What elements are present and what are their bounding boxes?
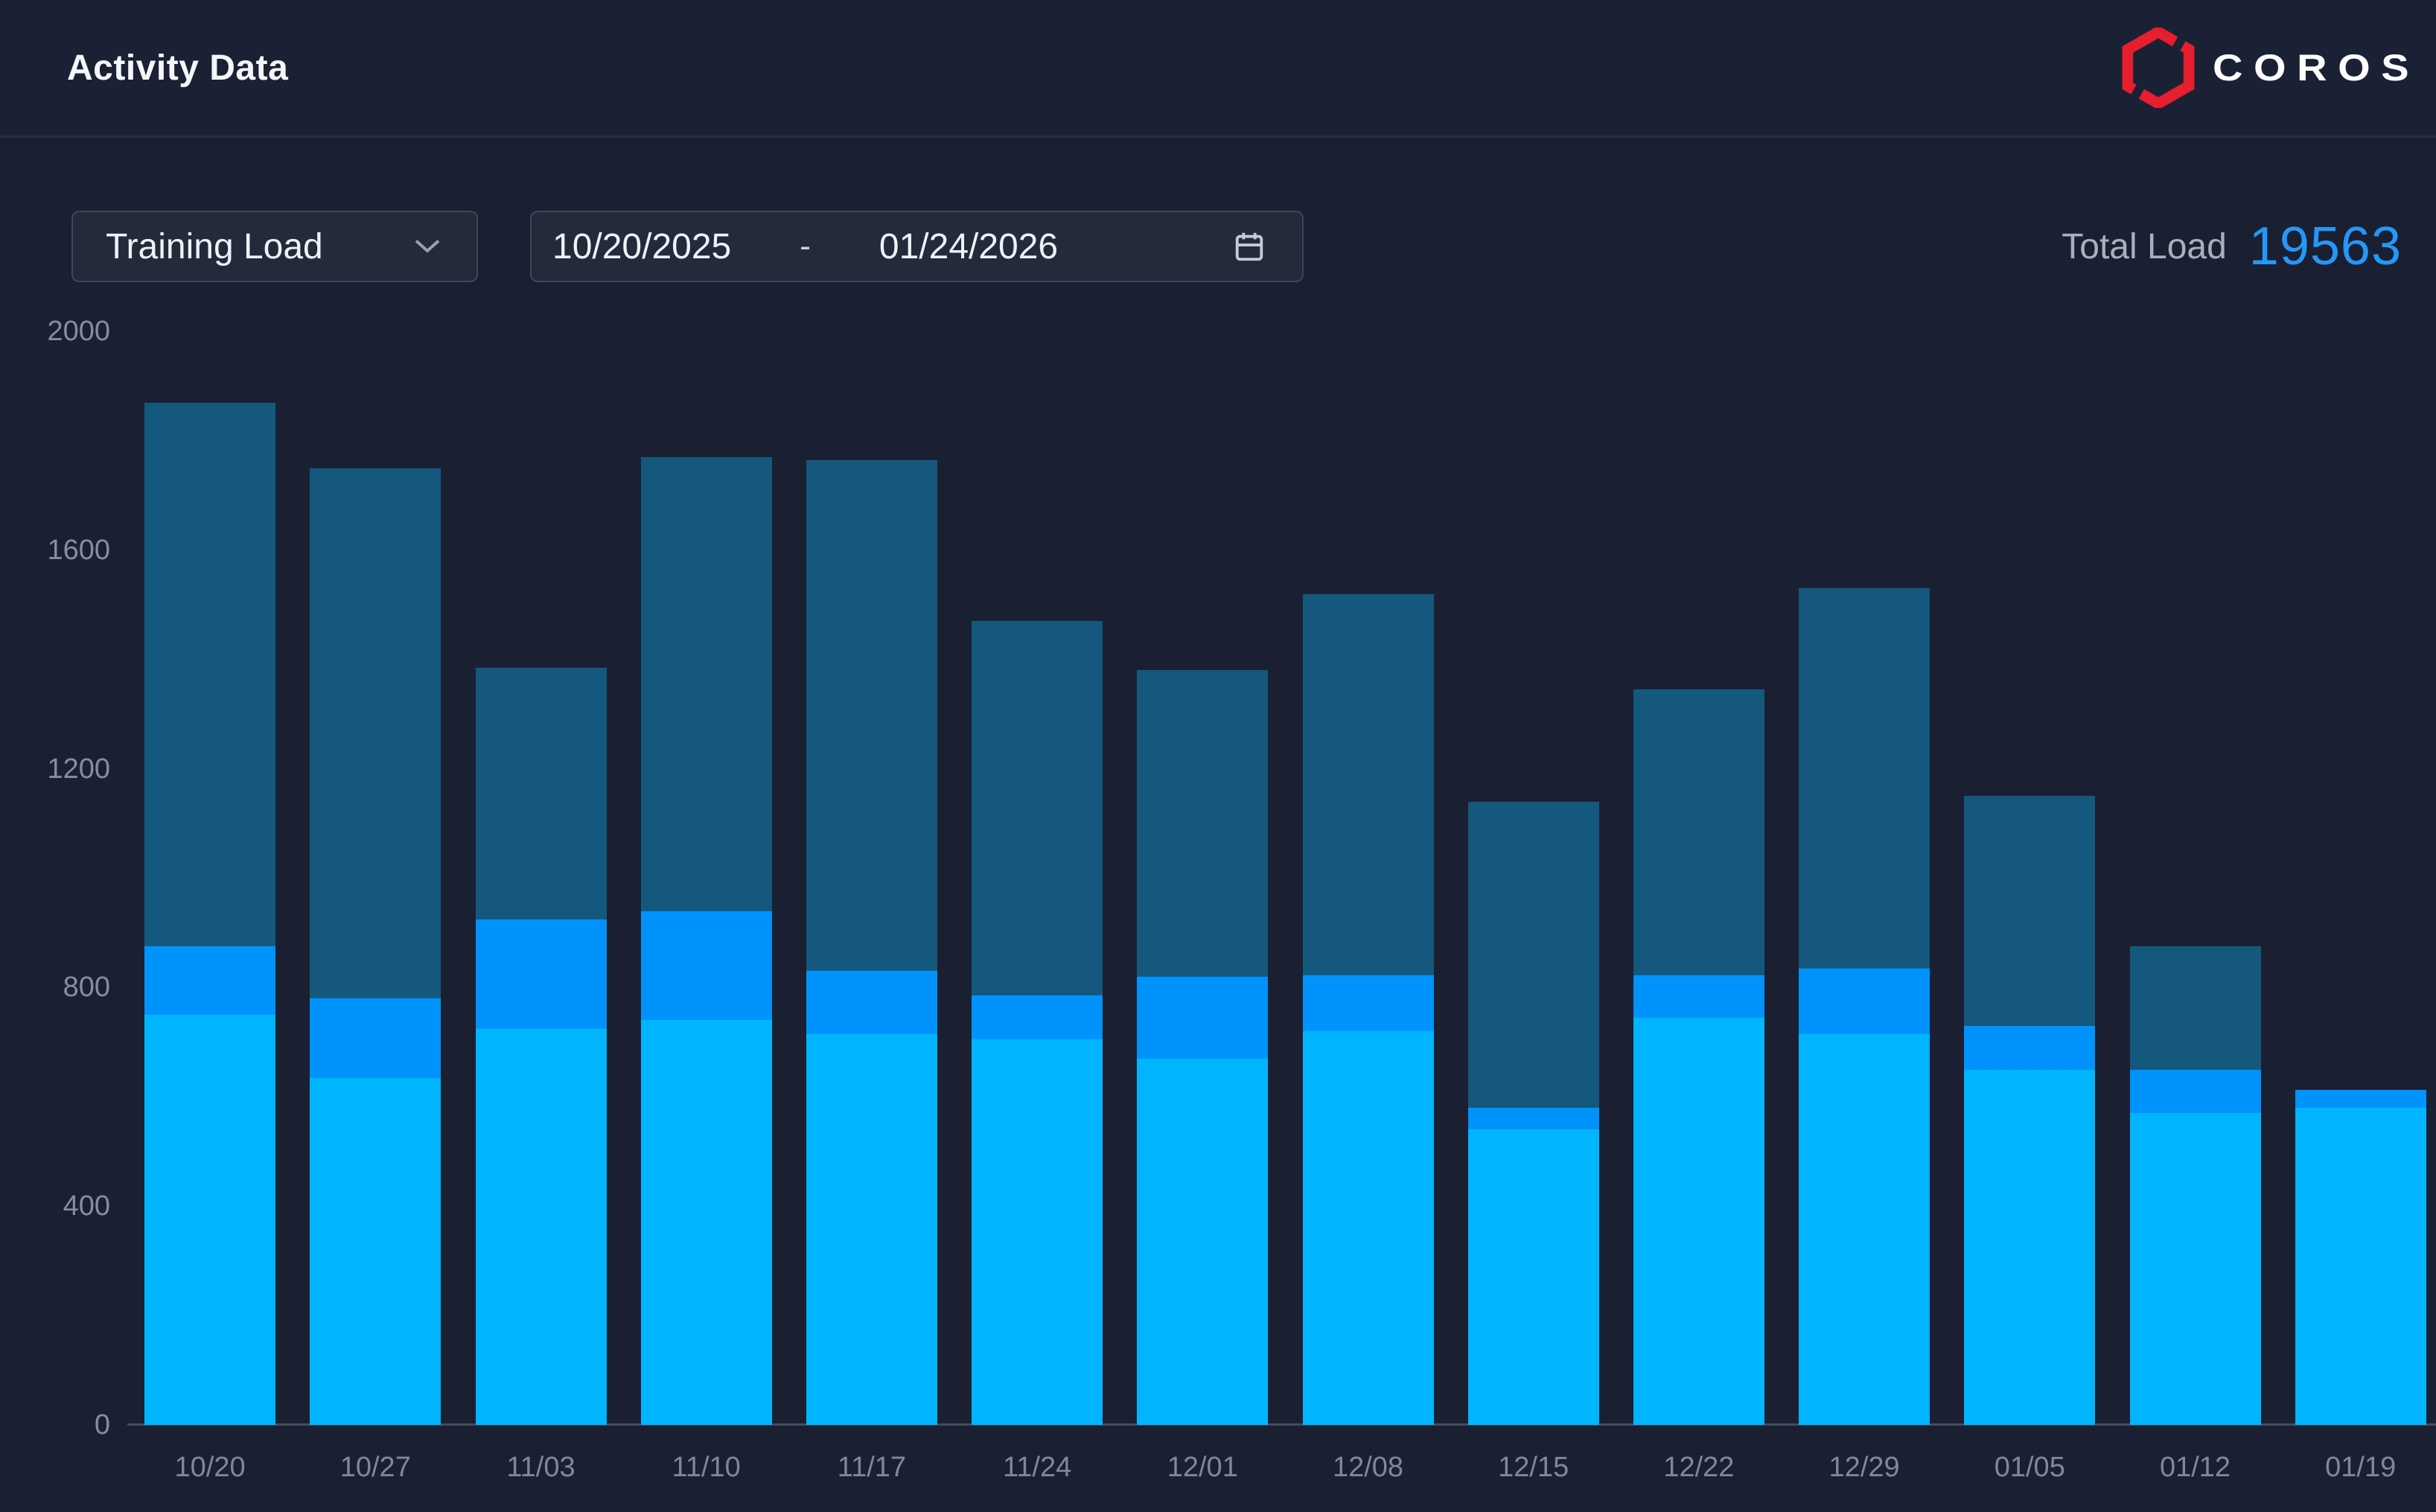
calendar-icon[interactable]	[1232, 229, 1266, 264]
bar-segment-middle	[1137, 976, 1269, 1059]
date-end-value[interactable]: 01/24/2026	[879, 226, 1059, 267]
toolbar: Training Load 10/20/2025 - 01/24/2026 To…	[0, 211, 2436, 282]
bar-group-01-12[interactable]	[2129, 946, 2261, 1425]
y-axis-tick-label: 0	[94, 1409, 110, 1441]
bar-segment-bottom	[1467, 1129, 1599, 1425]
bar-segment-middle	[1799, 968, 1930, 1034]
bar-segment-bottom	[1633, 1017, 1764, 1425]
metric-dropdown-label: Training Load	[106, 226, 323, 267]
app-header: Activity Data COROS	[0, 0, 2436, 138]
x-axis-tick-label: 10/27	[339, 1452, 411, 1483]
bar-group-11-24[interactable]	[972, 621, 1103, 1425]
bar-segment-bottom	[144, 1015, 276, 1425]
bar-segment-bottom	[806, 1033, 937, 1425]
bar-segment-middle	[144, 946, 276, 1015]
bar-segment-top	[310, 468, 441, 999]
bar-segment-bottom	[1137, 1058, 1269, 1425]
brand-logo: COROS	[2122, 28, 2408, 108]
x-axis-tick-label: 10/20	[174, 1452, 246, 1483]
bar-segment-top	[1467, 801, 1599, 1108]
bar-segment-middle	[972, 995, 1103, 1040]
y-axis-tick-label: 1600	[47, 534, 110, 566]
metric-dropdown[interactable]: Training Load	[71, 211, 478, 282]
bar-group-12-01[interactable]	[1137, 670, 1269, 1425]
bar-segment-middle	[806, 971, 937, 1034]
x-axis-tick-label: 01/12	[2159, 1452, 2231, 1483]
x-axis-tick-label: 12/01	[1167, 1452, 1238, 1483]
bar-segment-bottom	[1964, 1069, 2096, 1425]
bar-group-12-15[interactable]	[1467, 801, 1599, 1425]
bar-group-01-05[interactable]	[1964, 796, 2096, 1425]
bar-segment-middle	[310, 998, 441, 1078]
y-axis-tick-label: 1200	[47, 753, 110, 785]
x-axis-tick-label: 01/05	[1994, 1452, 2065, 1483]
bar-segment-middle	[1302, 975, 1434, 1032]
bar-group-12-08[interactable]	[1302, 593, 1434, 1425]
brand-wordmark: COROS	[2212, 47, 2420, 89]
page-title: Activity Data	[67, 48, 289, 88]
bar-segment-middle	[1964, 1025, 2096, 1070]
y-axis-tick-label: 2000	[47, 316, 110, 347]
x-axis-tick-label: 11/24	[1002, 1452, 1072, 1483]
bar-group-11-10[interactable]	[640, 456, 772, 1425]
bar-segment-top	[475, 667, 607, 919]
bar-segment-bottom	[640, 1020, 772, 1425]
bar-segment-top	[1302, 593, 1434, 976]
bar-segment-bottom	[972, 1039, 1103, 1425]
y-axis-tick-label: 400	[63, 1190, 110, 1222]
bar-segment-bottom	[310, 1077, 441, 1425]
date-range-picker[interactable]: 10/20/2025 - 01/24/2026	[530, 211, 1304, 282]
bar-segment-middle	[2295, 1089, 2426, 1108]
bar-segment-bottom	[1799, 1033, 1930, 1425]
bar-group-11-03[interactable]	[475, 667, 607, 1425]
bar-segment-bottom	[475, 1028, 607, 1425]
bar-segment-top	[1137, 670, 1269, 977]
bar-segment-middle	[1467, 1108, 1599, 1130]
bar-group-12-22[interactable]	[1633, 689, 1764, 1425]
total-load-label: Total Load	[2062, 226, 2227, 267]
total-load: Total Load 19563	[2062, 211, 2402, 282]
bar-segment-middle	[1633, 975, 1764, 1018]
total-load-value: 19563	[2248, 217, 2402, 276]
x-axis-tick-label: 11/10	[672, 1452, 741, 1483]
bar-group-10-27[interactable]	[310, 468, 441, 1425]
bar-segment-middle	[475, 919, 607, 1029]
bar-segment-middle	[2129, 1069, 2261, 1114]
x-axis-tick-label: 12/15	[1498, 1452, 1569, 1483]
bar-segment-top	[1964, 796, 2096, 1026]
bar-group-01-19[interactable]	[2295, 1089, 2426, 1425]
bar-segment-middle	[640, 910, 772, 1021]
coros-hexagon-icon	[2122, 28, 2195, 108]
x-axis-tick-label: 12/08	[1332, 1452, 1404, 1483]
bar-segment-top	[806, 459, 937, 972]
bar-segment-top	[1799, 588, 1930, 969]
bar-segment-bottom	[2295, 1108, 2426, 1425]
bar-segment-top	[2129, 946, 2261, 1070]
x-axis-tick-label: 11/17	[837, 1452, 907, 1483]
bar-segment-top	[144, 402, 276, 947]
bar-group-11-17[interactable]	[806, 459, 937, 1425]
x-axis-tick-label: 12/22	[1663, 1452, 1735, 1483]
x-axis-tick-label: 12/29	[1828, 1452, 1900, 1483]
bar-segment-top	[640, 456, 772, 911]
bar-group-10-20[interactable]	[144, 402, 276, 1425]
date-separator: -	[800, 228, 811, 264]
date-start-value[interactable]: 10/20/2025	[552, 226, 732, 267]
x-axis-tick-label: 01/19	[2325, 1452, 2397, 1483]
y-axis-tick-label: 800	[63, 972, 110, 1004]
bar-segment-top	[972, 621, 1103, 996]
x-axis-line	[127, 1423, 2436, 1426]
bar-group-12-29[interactable]	[1799, 588, 1930, 1425]
bar-segment-bottom	[1302, 1031, 1434, 1425]
bar-segment-top	[1633, 689, 1764, 976]
x-axis-tick-label: 11/03	[506, 1452, 575, 1483]
bar-segment-bottom	[2129, 1113, 2261, 1425]
chevron-down-icon	[415, 240, 440, 253]
